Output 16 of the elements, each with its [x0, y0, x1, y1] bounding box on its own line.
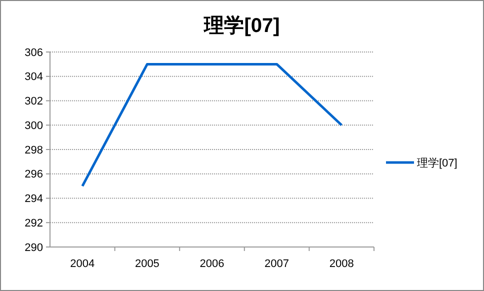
x-tick-label: 2005	[134, 258, 160, 270]
y-tick-label: 294	[24, 193, 43, 206]
y-tick-label: 302	[24, 96, 43, 108]
y-tick-label: 296	[24, 168, 43, 181]
x-tick-label: 2007	[264, 258, 290, 270]
y-tick-label: 290	[24, 242, 43, 254]
x-tick-label: 2008	[329, 258, 354, 270]
y-tick-label: 298	[24, 144, 43, 156]
y-tick-label: 300	[24, 120, 43, 132]
x-tick-label: 2006	[200, 258, 224, 270]
x-tick-label: 2004	[70, 258, 95, 270]
chart-title: 理学[07]	[203, 15, 280, 37]
legend-label: 理学[07]	[417, 157, 458, 170]
y-tick-label: 306	[24, 46, 43, 59]
y-tick-label: 292	[24, 217, 43, 230]
y-tick-label: 304	[24, 71, 43, 84]
